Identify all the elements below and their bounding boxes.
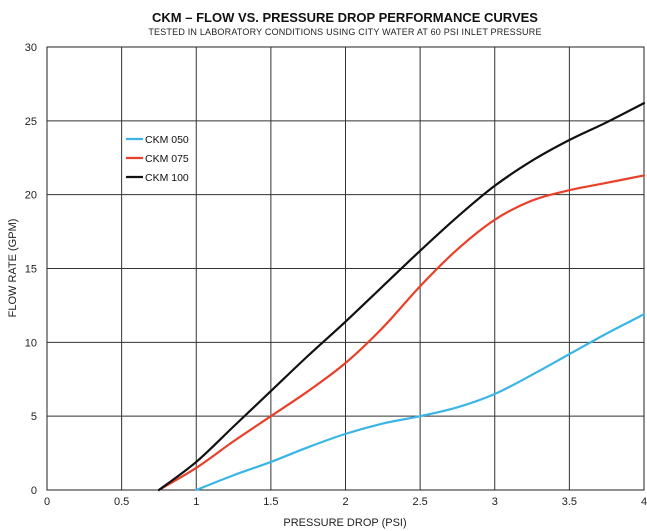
plot-frame bbox=[46, 46, 645, 491]
chart-subtitle: TESTED IN LABORATORY CONDITIONS USING CI… bbox=[148, 27, 541, 37]
series-lines bbox=[157, 102, 646, 492]
y-tick-label: 5 bbox=[31, 411, 37, 423]
y-tick-label: 15 bbox=[25, 264, 37, 276]
x-tick-label: 3.5 bbox=[562, 496, 577, 508]
y-tick-label: 0 bbox=[31, 485, 37, 497]
y-tick-label: 20 bbox=[25, 190, 37, 202]
y-tick-label: 25 bbox=[25, 116, 37, 128]
x-tick-label: 0.5 bbox=[114, 496, 129, 508]
chart-title: CKM – FLOW VS. PRESSURE DROP PERFORMANCE… bbox=[152, 10, 538, 25]
series-line-ckm-075 bbox=[157, 174, 646, 492]
x-axis-ticks: 0 0.5 1 1.5 2 2.5 3 3.5 4 bbox=[44, 496, 647, 508]
x-tick-label: 3 bbox=[492, 496, 498, 508]
x-axis-label: PRESSURE DROP (PSI) bbox=[283, 517, 406, 529]
y-axis-ticks: 0 5 10 15 20 25 30 bbox=[25, 42, 37, 497]
x-tick-label: 4 bbox=[641, 496, 647, 508]
x-tick-label: 1 bbox=[193, 496, 199, 508]
legend-label-ckm-050: CKM 050 bbox=[145, 134, 189, 146]
x-tick-label: 0 bbox=[44, 496, 50, 508]
y-axis-label: FLOW RATE (GPM) bbox=[7, 219, 19, 318]
legend: CKM 050 CKM 075 CKM 100 bbox=[126, 134, 189, 184]
x-tick-label: 2.5 bbox=[412, 496, 427, 508]
y-tick-label: 30 bbox=[25, 42, 37, 54]
legend-label-ckm-100: CKM 100 bbox=[145, 172, 189, 184]
y-tick-label: 10 bbox=[25, 337, 37, 349]
grid bbox=[47, 47, 644, 490]
series-line-ckm-100 bbox=[157, 102, 646, 492]
x-tick-label: 1.5 bbox=[263, 496, 278, 508]
x-tick-label: 2 bbox=[342, 496, 348, 508]
legend-label-ckm-075: CKM 075 bbox=[145, 153, 189, 165]
series-line-ckm-050 bbox=[195, 313, 646, 492]
